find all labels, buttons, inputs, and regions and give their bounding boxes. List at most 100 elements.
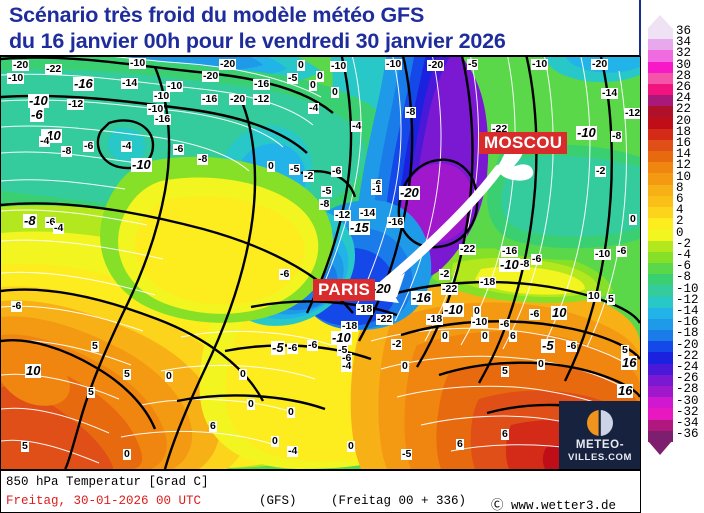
scale-color-cell bbox=[648, 430, 673, 442]
contour-label: -6 bbox=[11, 300, 23, 312]
title-banner: Scénario très froid du modèle météo GFS … bbox=[0, 0, 641, 57]
scale-color-cell bbox=[648, 262, 673, 275]
scale-color-cell bbox=[648, 151, 673, 163]
scale-color-cell bbox=[648, 184, 673, 196]
scale-tick: 4 bbox=[676, 203, 684, 218]
map-frame: -20 -22 -10 -20 0 -10 -10 -20 -5 -10 -20 -10 -16 -14-… bbox=[0, 0, 641, 470]
contour-label: -10 bbox=[443, 302, 464, 317]
scale-color-cell bbox=[648, 106, 673, 118]
scale-tick: 22 bbox=[676, 102, 692, 117]
scale-tick: 32 bbox=[676, 46, 692, 61]
scale-tick: 30 bbox=[676, 57, 692, 72]
contour-label: -5 bbox=[321, 185, 333, 197]
logo-text-line1: METEO- bbox=[575, 439, 625, 451]
contour-label: -6 bbox=[173, 143, 185, 155]
contour-label: -20 bbox=[427, 59, 445, 71]
scale-color-cell bbox=[648, 207, 673, 219]
contour-label: 5 bbox=[621, 344, 629, 356]
contour-label: -5 bbox=[401, 448, 413, 460]
scale-tick: -12 bbox=[676, 292, 699, 307]
contour-label: -6 bbox=[83, 140, 95, 152]
contour-label: -4 bbox=[308, 102, 320, 114]
contour-label: -16 bbox=[253, 78, 271, 90]
scale-color-cell bbox=[648, 274, 673, 286]
scale-tick: -4 bbox=[676, 248, 692, 262]
city-label-moscou[interactable]: MOSCOU bbox=[479, 132, 568, 154]
contour-label: 6 bbox=[209, 420, 217, 432]
contour-label: -18 bbox=[341, 320, 359, 332]
contour-label: 6 bbox=[501, 428, 509, 440]
scale-color-cell bbox=[648, 408, 673, 420]
map-canvas[interactable]: -20 -22 -10 -20 0 -10 -10 -20 -5 -10 -20 -10 -16 -14-… bbox=[1, 1, 640, 469]
scale-color-cell bbox=[648, 363, 673, 375]
contour-label: -12 bbox=[334, 209, 352, 221]
scale-bottom-arrow bbox=[648, 441, 672, 456]
contour-label: 5 bbox=[91, 340, 99, 352]
contour-label: 10 bbox=[25, 363, 42, 378]
scale-tick: -8 bbox=[676, 270, 692, 285]
contour-label: -6 bbox=[279, 268, 291, 280]
contour-label: -12 bbox=[624, 107, 640, 119]
contour-label: -22 bbox=[459, 243, 477, 255]
model-label: (GFS) bbox=[259, 494, 297, 508]
contour-label: -12 bbox=[67, 98, 85, 110]
logo-circle-icon bbox=[587, 410, 613, 436]
contour-label: 6 bbox=[456, 438, 464, 450]
contour-label: -4 bbox=[39, 135, 51, 147]
scale-tick: -18 bbox=[676, 326, 699, 341]
city-label-paris[interactable]: PARIS bbox=[313, 279, 376, 301]
contour-label: -6 bbox=[529, 308, 541, 320]
contour-label: -2 bbox=[391, 338, 403, 350]
run-label: (Freitag 00 + 336) bbox=[331, 494, 467, 508]
contour-label: -6 bbox=[307, 339, 319, 351]
contour-label: 5 bbox=[123, 368, 131, 380]
scale-color-cell bbox=[648, 218, 673, 230]
contour-label: -8 bbox=[611, 130, 623, 142]
contour-label: -18 bbox=[356, 303, 374, 315]
contour-label: -10 bbox=[28, 93, 49, 108]
scale-color-cell bbox=[648, 318, 673, 331]
scale-tick: 24 bbox=[676, 91, 692, 106]
contour-label: -16 bbox=[387, 216, 405, 228]
scale-tick: 14 bbox=[676, 147, 692, 162]
scale-tick: -24 bbox=[676, 360, 699, 374]
contour-label: 0 bbox=[331, 86, 339, 98]
contour-label: -4 bbox=[121, 140, 133, 152]
scale-color-cell bbox=[648, 50, 673, 62]
contour-label: 0 bbox=[473, 305, 481, 317]
scale-tick: -14 bbox=[676, 304, 699, 318]
contour-label: -4 bbox=[53, 222, 65, 234]
contour-label: -5 bbox=[337, 344, 349, 356]
contour-label: -22 bbox=[376, 313, 394, 325]
scale-tick: 34 bbox=[676, 35, 692, 50]
contour-label: -10 bbox=[131, 157, 152, 172]
scale-color-cell bbox=[648, 374, 673, 386]
contour-label: -18 bbox=[479, 276, 497, 288]
contour-label: -5 bbox=[287, 72, 299, 84]
scale-color-cell bbox=[648, 285, 673, 297]
contour-label: 5 bbox=[607, 293, 615, 305]
meteo-villes-logo[interactable]: METEO- VILLES.COM bbox=[559, 401, 640, 469]
contour-label: -8 bbox=[197, 153, 209, 165]
contour-label: -6 bbox=[341, 352, 353, 364]
temperature-color-scale: 36 34 32 30 28 26 24 22 20 18 16 14 12 10 8 6 4 2 0 -2 -4 -6-… bbox=[646, 10, 704, 468]
scale-color-cell bbox=[648, 139, 673, 152]
contour-label: -6 bbox=[30, 107, 44, 122]
contour-label: -2 bbox=[303, 170, 315, 182]
scale-tick: 20 bbox=[676, 113, 692, 128]
scale-color-cell bbox=[648, 251, 673, 263]
parameter-label: 850 hPa Temperatur [Grad C] bbox=[6, 475, 209, 489]
scale-tick: 2 bbox=[676, 214, 684, 229]
scale-color-cell bbox=[648, 195, 673, 207]
contour-label: 5 bbox=[87, 386, 95, 398]
contour-label: -14 bbox=[121, 77, 139, 89]
scale-gradient-bar bbox=[648, 28, 673, 442]
scale-color-cell bbox=[648, 72, 673, 84]
title-line-2: du 16 janvier 00h pour le vendredi 30 ja… bbox=[9, 29, 506, 53]
scale-color-cell bbox=[648, 341, 673, 353]
contour-label: 0 bbox=[123, 448, 131, 460]
contour-label: -10 bbox=[385, 58, 403, 70]
contour-label: -20 bbox=[202, 70, 220, 82]
scale-tick: -28 bbox=[676, 382, 699, 397]
contour-label: -20 bbox=[219, 58, 237, 70]
